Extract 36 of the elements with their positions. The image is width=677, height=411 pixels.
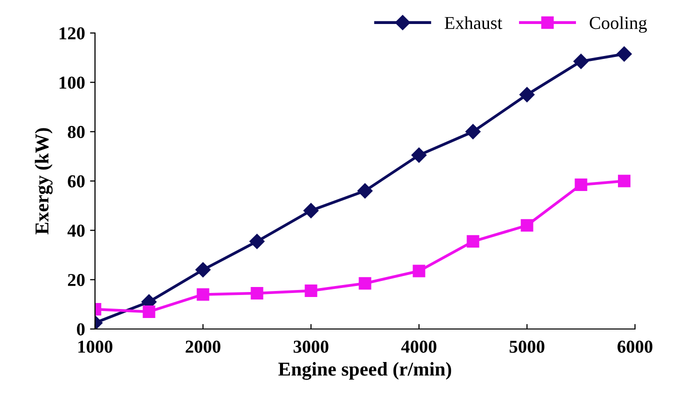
x-tick-label: 4000 (401, 340, 436, 353)
y-tick-label: 20 (68, 274, 85, 286)
y-tick-label: 40 (67, 224, 85, 237)
point (303, 203, 319, 218)
point (465, 124, 481, 140)
point (466, 235, 480, 248)
x-axis-title: Engine speed (r/min) (278, 362, 452, 380)
point (616, 46, 632, 62)
point (618, 174, 630, 188)
y-axis-title: Exergy (kW) (34, 128, 53, 234)
point (574, 178, 588, 191)
y-tick-label: 60 (68, 175, 85, 188)
point (573, 54, 589, 69)
point (250, 286, 264, 300)
y-tick-label: 100 (60, 76, 85, 89)
y-tick-label: 0 (76, 323, 85, 336)
point (249, 234, 265, 250)
x-tick-label: 2000 (186, 340, 220, 353)
point (357, 183, 373, 198)
x-tick-label: 6000 (618, 340, 652, 353)
y-tick-label: 80 (68, 126, 85, 138)
point (412, 264, 426, 278)
point (519, 87, 535, 102)
point (142, 305, 156, 318)
point (195, 262, 211, 278)
point (196, 288, 210, 301)
legend-label: Cooling (590, 16, 647, 33)
legend-label: Exhaust (444, 16, 502, 30)
point (411, 148, 427, 163)
point (358, 277, 372, 290)
x-tick-label: 1000 (78, 340, 112, 353)
point (520, 219, 534, 232)
point (304, 284, 318, 298)
x-tick-label: 5000 (510, 340, 544, 353)
x-tick-label: 3000 (294, 340, 328, 353)
y-tick-label: 120 (60, 27, 85, 40)
